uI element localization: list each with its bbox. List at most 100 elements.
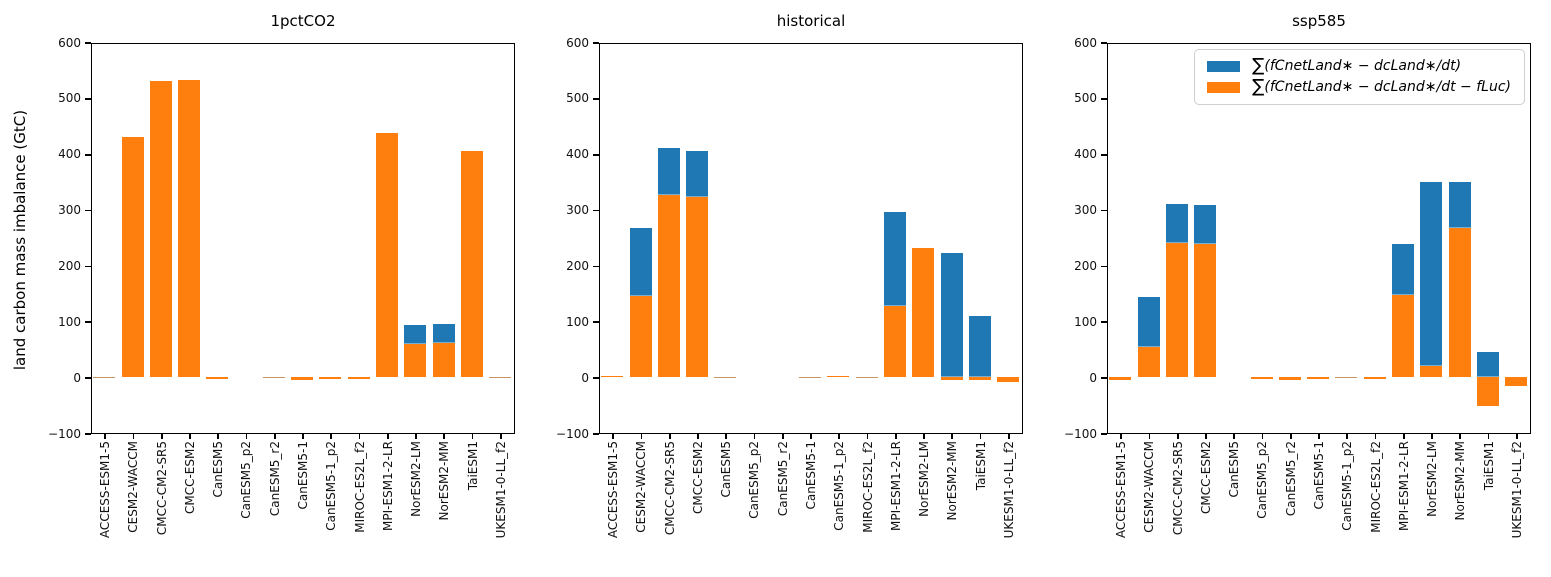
- bar-orange: [489, 377, 512, 379]
- x-tick: [1346, 434, 1349, 439]
- bar-orange: [347, 377, 370, 379]
- x-tick: [358, 434, 361, 439]
- x-tick: [1374, 434, 1377, 439]
- x-tick-label: CanESM5_r2: [267, 441, 282, 517]
- y-tick-label: 200: [58, 258, 81, 273]
- x-tick: [923, 434, 925, 439]
- x-tick-label: CanESM5-1: [804, 441, 818, 510]
- y-tick: [1101, 153, 1107, 156]
- y-tick-label: 100: [566, 314, 589, 329]
- x-tick-label: ACCESS-ESM1-5: [98, 441, 113, 539]
- x-tick-label: CanESM5-1: [296, 441, 310, 510]
- y-tick: [1101, 377, 1107, 379]
- x-tick: [1487, 434, 1490, 439]
- bar-orange: [432, 342, 455, 378]
- x-tick-label: CanESM5-1_p2: [832, 441, 847, 531]
- x-tick-label: CMCC-ESM2: [182, 441, 197, 515]
- x-tick: [273, 434, 276, 439]
- bar-orange: [657, 194, 680, 378]
- y-tick-label: 0: [73, 370, 81, 385]
- y-tick-label: −100: [1064, 426, 1097, 441]
- y-tick: [593, 98, 599, 100]
- x-tick-label: CESM2-WACCM: [1142, 441, 1157, 533]
- x-tick-label: CanESM5-1_p2: [1340, 441, 1355, 531]
- bar-blue: [1476, 351, 1499, 378]
- bar-orange: [686, 197, 709, 378]
- legend-swatch-blue-icon: [1207, 60, 1241, 72]
- x-tick: [302, 434, 304, 439]
- x-tick: [500, 434, 502, 439]
- legend-label: ∑(fCnetLand∗ − dcLand∗/dt): [1252, 57, 1461, 75]
- legend: ∑(fCnetLand∗ − dcLand∗/dt) ∑(fCnetLand∗ …: [1194, 49, 1525, 105]
- bar-orange: [799, 376, 822, 378]
- y-tick: [85, 433, 91, 435]
- y-tick: [593, 265, 599, 268]
- bar-orange: [291, 377, 314, 380]
- bar-blue: [940, 252, 963, 378]
- x-tick-label: TaiESM1: [465, 441, 480, 491]
- x-tick-label: CESM2-WACCM: [126, 441, 141, 533]
- x-tick-labels: ACCESS-ESM1-5 CESM2-WACCM CMCC-CM2-SR5 CMCC…: [599, 441, 1023, 577]
- y-tick: [85, 377, 91, 379]
- x-tick-label: CESM2-WACCM: [634, 441, 649, 533]
- y-tick-label: 100: [1074, 314, 1097, 329]
- x-tick: [330, 434, 333, 439]
- x-tick-labels: ACCESS-ESM1-5 CESM2-WACCM CMCC-CM2-SR5 CMCC…: [1107, 441, 1531, 577]
- bar-orange: [1392, 295, 1414, 378]
- x-tick-label: NorESM2-LM: [917, 441, 932, 517]
- x-tick: [1261, 434, 1264, 439]
- y-tick: [1101, 433, 1107, 435]
- x-tick-label: CanESM5-1_p2: [324, 441, 339, 531]
- y-tick-label: 300: [1074, 203, 1097, 218]
- y-tick-label: 400: [58, 147, 81, 162]
- x-tick-label: CanESM5_p2: [1255, 441, 1270, 519]
- y-tick: [85, 265, 91, 268]
- x-tick-label: NorESM2-LM: [1425, 441, 1440, 517]
- x-tick-label: NorESM2-MM: [945, 441, 960, 521]
- x-tick: [471, 434, 474, 439]
- y-tick-label: 500: [1074, 91, 1097, 106]
- x-tick: [189, 434, 191, 439]
- x-tick: [1008, 434, 1010, 439]
- x-tick: [697, 434, 699, 439]
- x-tick-label: MIROC-ES2L_f2: [860, 441, 875, 533]
- x-tick-label: CanESM5_r2: [1283, 441, 1298, 517]
- legend-entry-blue: ∑(fCnetLand∗ − dcLand∗/dt): [1207, 57, 1511, 75]
- x-tick-label: NorESM2-MM: [437, 441, 452, 521]
- y-tick-label: 200: [1074, 258, 1097, 273]
- x-tick-label: CMCC-CM2-SR5: [154, 441, 169, 536]
- x-tick-label: NorESM2-LM: [409, 441, 424, 517]
- x-tick: [1233, 434, 1236, 439]
- x-tick: [979, 434, 982, 439]
- x-tick-label: MIROC-ES2L_f2: [1368, 441, 1383, 533]
- x-tick: [1120, 434, 1122, 439]
- x-tick-label: ACCESS-ESM1-5: [606, 441, 621, 539]
- x-tick-label: CanESM5: [211, 441, 226, 498]
- y-axis-label: land carbon mass imbalance (GtC): [11, 109, 29, 371]
- x-tick-label: CMCC-ESM2: [1198, 441, 1213, 515]
- y-tick: [593, 433, 599, 435]
- y-tick-label: −100: [48, 426, 81, 441]
- y-tick: [1101, 98, 1107, 100]
- plot-area: [91, 43, 515, 434]
- x-tick-label: TaiESM1: [1481, 441, 1496, 491]
- x-tick: [668, 434, 671, 439]
- x-tick: [838, 434, 841, 439]
- bar-orange: [968, 377, 991, 380]
- x-tick: [866, 434, 869, 439]
- y-tick-label: 400: [566, 147, 589, 162]
- y-tick: [593, 377, 599, 379]
- x-tick: [1431, 434, 1433, 439]
- x-tick-label: UKESM1-0-LL_f2: [1509, 441, 1524, 539]
- y-tick-label: 300: [566, 203, 589, 218]
- bar-orange: [1505, 377, 1528, 386]
- y-tick-label: 200: [566, 258, 589, 273]
- bar-orange: [1363, 377, 1386, 379]
- bar-orange: [206, 377, 229, 379]
- x-tick: [132, 434, 135, 439]
- y-tick: [85, 42, 91, 44]
- y-tick: [1101, 209, 1107, 212]
- x-tick-label: CMCC-ESM2: [690, 441, 705, 515]
- x-tick-label: CanESM5_p2: [239, 441, 254, 519]
- bar-orange: [1165, 242, 1188, 378]
